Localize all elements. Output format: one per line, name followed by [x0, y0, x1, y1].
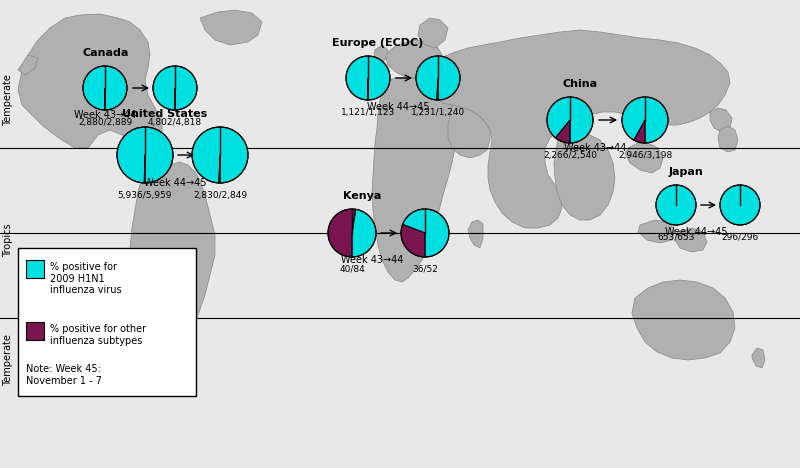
Text: Week 43→44: Week 43→44: [74, 110, 136, 120]
Wedge shape: [153, 66, 197, 110]
Wedge shape: [352, 209, 376, 257]
Text: Week 44→45: Week 44→45: [144, 178, 206, 188]
Polygon shape: [138, 148, 165, 170]
Text: 2,266/2,540: 2,266/2,540: [543, 151, 597, 160]
Text: 2,946/3,198: 2,946/3,198: [618, 151, 672, 160]
Wedge shape: [328, 209, 356, 257]
Polygon shape: [385, 40, 443, 78]
Polygon shape: [200, 10, 262, 45]
Text: Temperate: Temperate: [3, 334, 13, 386]
Polygon shape: [718, 126, 738, 152]
Polygon shape: [675, 228, 707, 252]
Text: 40/84: 40/84: [339, 265, 365, 274]
Text: Japan: Japan: [669, 167, 703, 177]
Text: Week 43→44: Week 43→44: [564, 143, 626, 153]
Wedge shape: [622, 97, 668, 143]
Text: United States: United States: [122, 109, 208, 119]
Polygon shape: [418, 18, 448, 48]
Polygon shape: [448, 105, 490, 158]
Text: Week 44→45: Week 44→45: [366, 102, 430, 112]
Polygon shape: [632, 280, 735, 360]
Text: % positive for other
influenza subtypes: % positive for other influenza subtypes: [50, 324, 146, 345]
Wedge shape: [720, 185, 760, 225]
Polygon shape: [752, 348, 765, 368]
Polygon shape: [625, 143, 663, 173]
Wedge shape: [83, 66, 127, 110]
Text: Week 43→44: Week 43→44: [341, 255, 403, 265]
Text: % positive for
2009 H1N1
influenza virus: % positive for 2009 H1N1 influenza virus: [50, 262, 122, 295]
Wedge shape: [547, 97, 593, 143]
Polygon shape: [130, 162, 215, 345]
Text: Temperate: Temperate: [3, 74, 13, 126]
Text: Kenya: Kenya: [343, 191, 381, 201]
Text: 4,802/4,818: 4,802/4,818: [148, 118, 202, 127]
Text: 296/296: 296/296: [722, 233, 758, 242]
Text: 1,121/1,123: 1,121/1,123: [341, 108, 395, 117]
Polygon shape: [372, 75, 458, 282]
FancyBboxPatch shape: [18, 248, 196, 396]
Polygon shape: [374, 45, 388, 62]
Polygon shape: [18, 14, 162, 148]
Polygon shape: [18, 55, 38, 75]
Wedge shape: [656, 185, 696, 225]
Text: China: China: [562, 79, 598, 89]
Wedge shape: [402, 209, 449, 257]
Text: 1,231/1,240: 1,231/1,240: [411, 108, 465, 117]
Wedge shape: [416, 56, 460, 100]
Polygon shape: [440, 30, 730, 228]
Wedge shape: [219, 155, 220, 183]
Bar: [26, 260, 44, 278]
Text: 5,936/5,959: 5,936/5,959: [118, 191, 172, 200]
Text: Week 44→45: Week 44→45: [665, 227, 727, 237]
Wedge shape: [437, 78, 438, 100]
Text: 2,830/2,849: 2,830/2,849: [193, 191, 247, 200]
Bar: [26, 322, 44, 340]
Polygon shape: [710, 108, 732, 132]
Text: Note: Week 45:
November 1 - 7: Note: Week 45: November 1 - 7: [26, 365, 102, 386]
Wedge shape: [192, 127, 248, 183]
Text: Europe (ECDC): Europe (ECDC): [332, 38, 424, 48]
Wedge shape: [346, 56, 390, 100]
Wedge shape: [401, 225, 425, 257]
Polygon shape: [554, 133, 615, 220]
Polygon shape: [468, 220, 483, 248]
Wedge shape: [117, 127, 173, 183]
Text: 36/52: 36/52: [412, 265, 438, 274]
Wedge shape: [634, 120, 645, 143]
Text: 2,880/2,889: 2,880/2,889: [78, 118, 132, 127]
Text: 653/653: 653/653: [658, 233, 694, 242]
Wedge shape: [555, 120, 570, 143]
Text: Canada: Canada: [82, 48, 129, 58]
Text: Tropics: Tropics: [3, 223, 13, 257]
Polygon shape: [638, 220, 675, 243]
